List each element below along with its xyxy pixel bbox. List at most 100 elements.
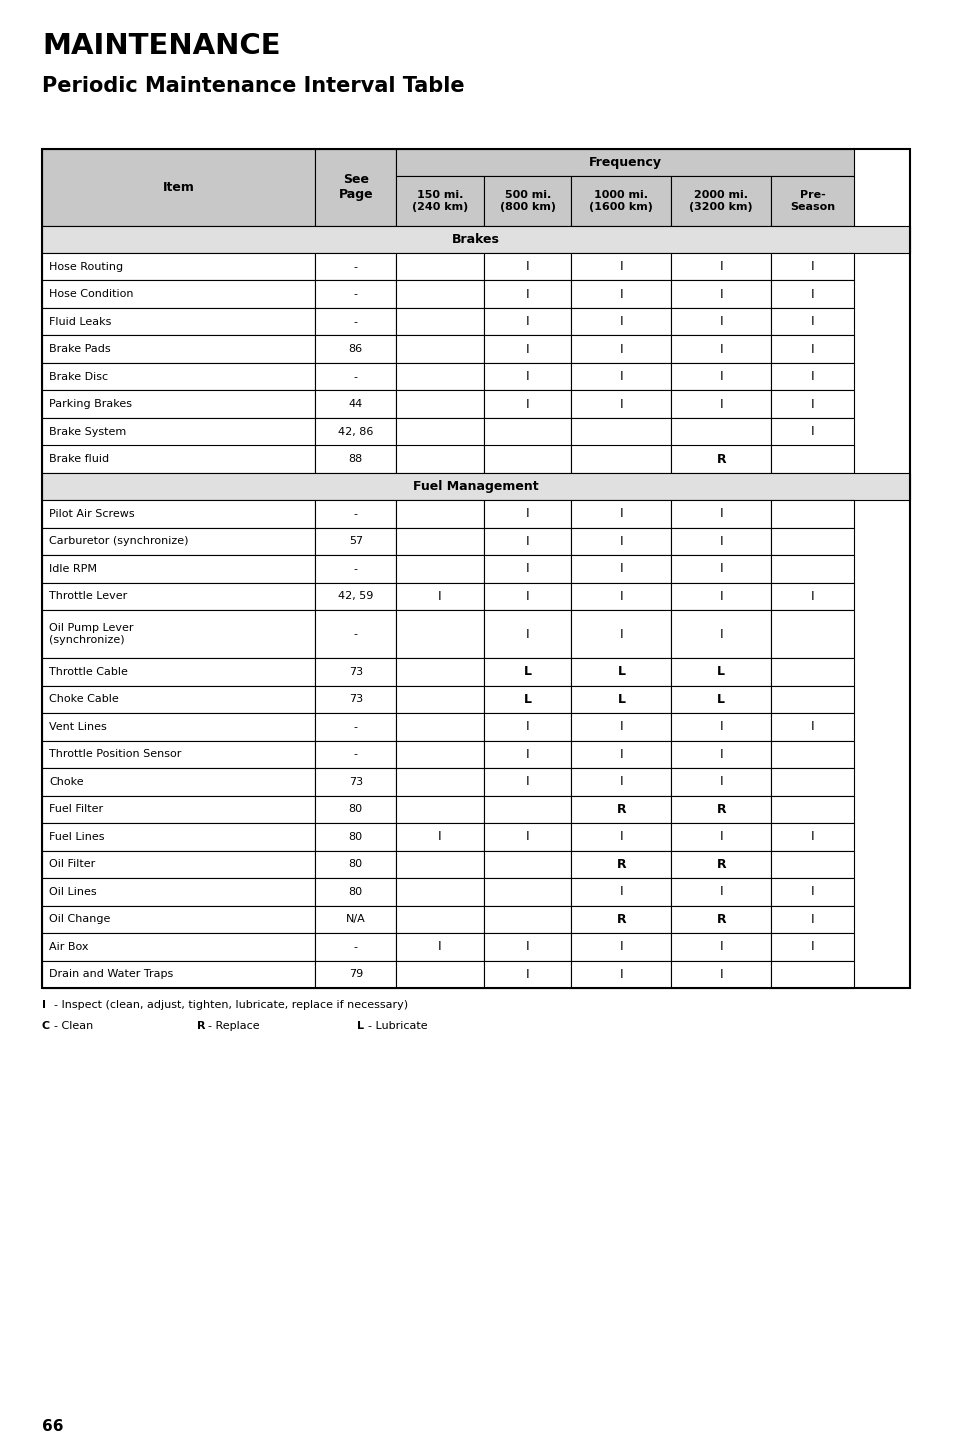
Text: 150 mi.
(240 km): 150 mi. (240 km) [412,190,468,212]
Text: I: I [525,720,529,733]
Bar [571,795,671,823]
Text: 86: 86 [349,345,362,355]
Bar [395,148,854,176]
Text: I: I [618,260,622,273]
Text: -: - [354,509,357,519]
Text: Vent Lines: Vent Lines [49,721,107,731]
Bar [42,148,909,989]
Bar [671,933,770,961]
Text: I: I [525,941,529,954]
Text: I: I [810,371,814,384]
Bar [483,528,571,555]
Bar [671,685,770,712]
Text: I: I [525,535,529,548]
Bar [315,364,395,391]
Text: I: I [719,747,722,760]
Bar [770,659,854,685]
Text: I: I [42,1000,46,1011]
Text: I: I [810,398,814,410]
Text: I: I [618,968,622,981]
Text: Parking Brakes: Parking Brakes [49,400,132,409]
Bar [571,364,671,391]
Bar [42,528,315,555]
Bar [395,308,483,336]
Text: I: I [618,343,622,356]
Text: -: - [354,630,357,638]
Text: I: I [618,830,622,843]
Bar [483,795,571,823]
Text: R: R [716,858,725,871]
Text: R: R [616,803,625,816]
Bar [315,500,395,528]
Bar [483,308,571,336]
Bar [315,659,395,685]
Bar [770,795,854,823]
Bar [42,445,315,473]
Text: MAINTENANCE: MAINTENANCE [42,32,280,60]
Text: I: I [525,288,529,301]
Text: I: I [618,775,622,788]
Bar [571,878,671,906]
Text: Brake System: Brake System [49,427,126,436]
Text: I: I [810,885,814,899]
Bar [671,712,770,740]
Bar [395,712,483,740]
Bar [42,851,315,878]
Bar [770,740,854,768]
Bar [770,823,854,851]
Text: Brake Pads: Brake Pads [49,345,111,355]
Text: I: I [719,941,722,954]
Bar [770,933,854,961]
Bar [315,445,395,473]
Bar [315,391,395,417]
Bar [483,933,571,961]
Bar [483,500,571,528]
Text: I: I [525,628,529,641]
Bar [770,417,854,445]
Bar [483,417,571,445]
Bar [315,685,395,712]
Text: 80: 80 [349,887,362,897]
Bar [671,417,770,445]
Text: Throttle Lever: Throttle Lever [49,592,127,602]
Text: Brake fluid: Brake fluid [49,454,109,464]
Bar [315,740,395,768]
Bar [42,555,315,583]
Bar [770,906,854,933]
Text: -: - [354,372,357,382]
Bar [671,906,770,933]
Bar [315,336,395,364]
Bar [571,933,671,961]
Bar [671,851,770,878]
Text: I: I [810,830,814,843]
Bar [42,281,315,308]
Text: - Inspect (clean, adjust, tighten, lubricate, replace if necessary): - Inspect (clean, adjust, tighten, lubri… [53,1000,407,1011]
Text: Frequency: Frequency [588,156,661,169]
Bar [315,851,395,878]
Text: I: I [719,830,722,843]
Bar [42,712,315,740]
Text: I: I [618,628,622,641]
Text: I: I [719,775,722,788]
Bar [770,685,854,712]
Text: I: I [618,507,622,521]
Bar [483,712,571,740]
Bar [770,555,854,583]
Text: 79: 79 [348,970,362,979]
Bar [671,768,770,795]
Bar [671,176,770,225]
Text: I: I [618,563,622,576]
Bar [571,961,671,989]
Bar [395,336,483,364]
Bar [671,364,770,391]
Text: 73: 73 [349,694,362,704]
Text: I: I [719,590,722,603]
Bar [395,823,483,851]
Bar [483,851,571,878]
Bar [671,391,770,417]
Bar [483,611,571,659]
Text: L: L [356,1021,364,1031]
Text: I: I [618,941,622,954]
Bar [671,659,770,685]
Text: I: I [719,720,722,733]
